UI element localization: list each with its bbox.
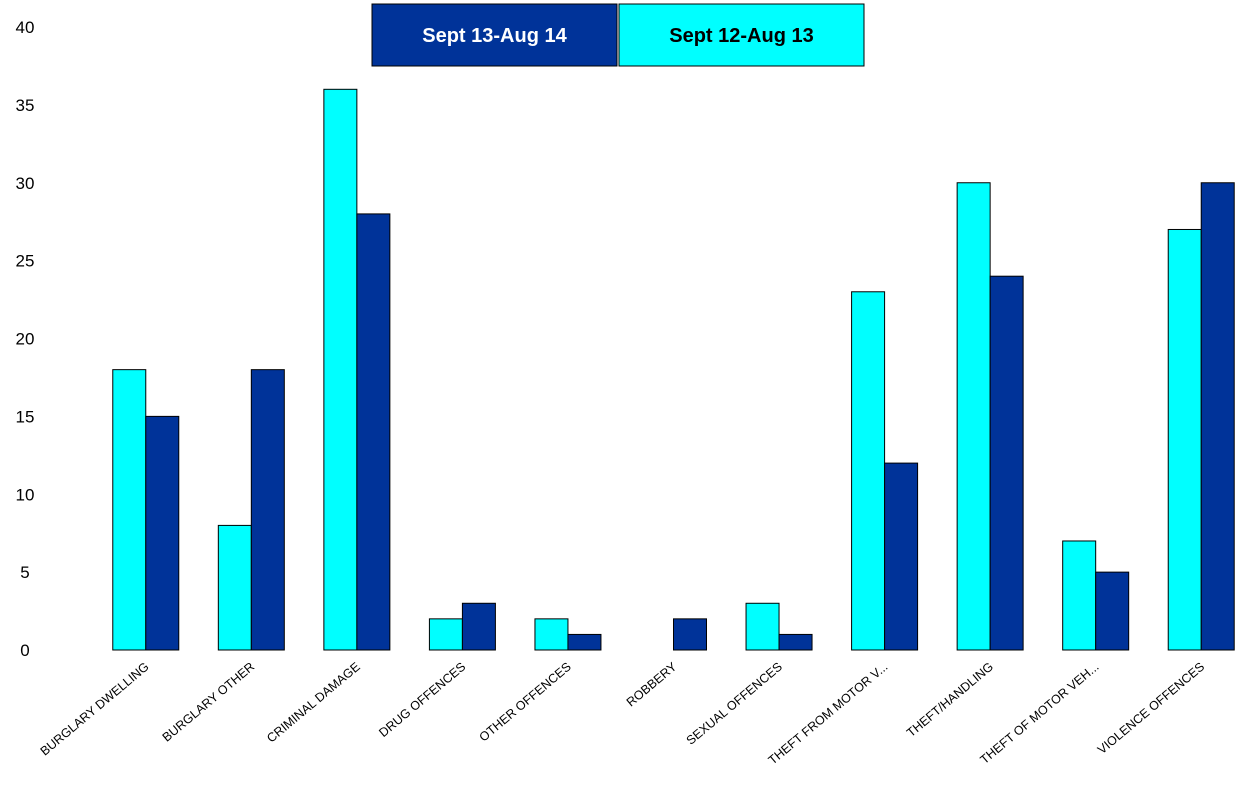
y-axis-ticks: 0 5 10 15 20 25 30 35 40 (16, 18, 35, 660)
x-axis-labels: BURGLARY DWELLING BURGLARY OTHER CRIMINAL … (38, 659, 1207, 767)
legend: Sept 13-Aug 14 Sept 12-Aug 13 (371, 3, 865, 67)
y-tick-label: 20 (16, 330, 35, 349)
bar-sept12-aug13 (112, 369, 147, 651)
bar-sept13-aug14 (461, 602, 496, 651)
bar-sept12-aug13 (534, 618, 569, 651)
bar-sept13-aug14 (673, 618, 707, 651)
bar-sept13-aug14 (567, 633, 602, 651)
y-tick-label: 30 (16, 174, 35, 193)
x-category-label: ROBBERY (624, 659, 680, 709)
y-tick-label: 25 (16, 252, 35, 271)
y-tick-label: 40 (16, 18, 35, 37)
x-category-label: BURGLARY DWELLING (38, 660, 152, 759)
x-category-label: THEFT/HANDLING (904, 660, 996, 740)
bar-sept13-aug14 (356, 213, 391, 651)
x-category-label: VIOLENCE OFFENCES (1095, 660, 1207, 757)
bar-sept12-aug13 (323, 88, 358, 651)
bar-sept12-aug13 (745, 602, 780, 651)
bars (112, 88, 1235, 651)
legend-swatch (618, 3, 865, 67)
bar-sept13-aug14 (989, 275, 1024, 651)
x-category-label: THEFT FROM MOTOR V... (766, 660, 891, 768)
bar-sept12-aug13 (217, 524, 252, 651)
bar-sept12-aug13 (1167, 228, 1202, 651)
bar-sept12-aug13 (428, 618, 463, 651)
bar-sept13-aug14 (884, 462, 919, 651)
y-tick-label: 5 (20, 563, 29, 582)
bar-sept12-aug13 (851, 291, 886, 651)
x-category-label: BURGLARY OTHER (160, 660, 258, 745)
bar-sept12-aug13 (1062, 540, 1097, 651)
y-tick-label: 15 (16, 407, 35, 426)
y-tick-label: 10 (16, 485, 35, 504)
legend-label: Sept 12-Aug 13 (669, 25, 813, 47)
x-category-label: THEFT OF MOTOR VEH... (978, 660, 1102, 767)
y-tick-label: 0 (20, 641, 29, 660)
y-tick-label: 35 (16, 96, 35, 115)
x-category-label: CRIMINAL DAMAGE (264, 660, 363, 746)
x-category-label: SEXUAL OFFENCES (684, 660, 785, 748)
legend-label: Sept 13-Aug 14 (422, 25, 567, 47)
bar-sept12-aug13 (956, 182, 991, 651)
bar-sept13-aug14 (1200, 182, 1235, 651)
bar-sept13-aug14 (145, 415, 180, 651)
bar-sept13-aug14 (778, 633, 813, 651)
x-category-label: OTHER OFFENCES (477, 660, 574, 745)
bar-sept13-aug14 (1095, 571, 1130, 651)
x-category-label: DRUG OFFENCES (376, 660, 468, 740)
bar-sept13-aug14 (250, 369, 285, 651)
legend-swatch (371, 3, 618, 67)
